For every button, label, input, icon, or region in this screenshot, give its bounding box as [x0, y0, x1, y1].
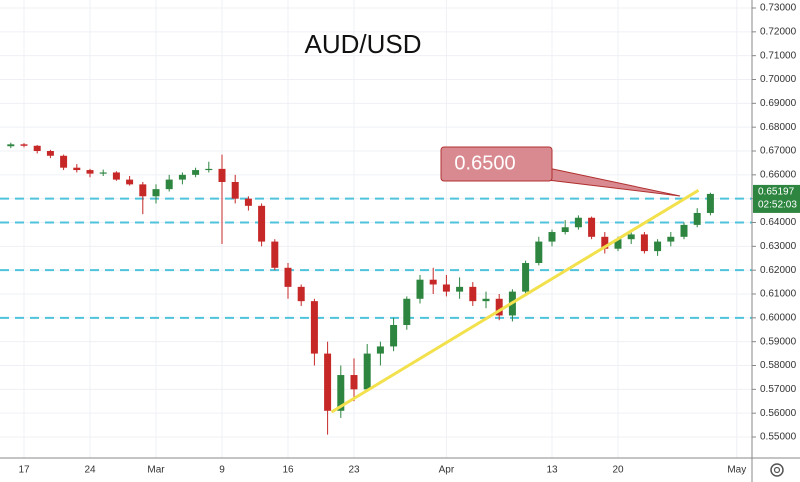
y-tick-label: 0.58000	[760, 360, 797, 371]
y-tick-label: 0.69000	[760, 98, 797, 109]
candle-body	[667, 236, 675, 242]
candle-body	[601, 236, 609, 249]
x-tick-label: 23	[348, 465, 360, 476]
y-tick-label: 0.67000	[760, 146, 797, 157]
candle-body	[99, 172, 107, 174]
x-tick-label: 13	[546, 465, 558, 476]
candle-body	[693, 212, 701, 225]
candle-body	[60, 155, 68, 168]
candle-body	[376, 346, 384, 354]
candle-body	[205, 168, 213, 171]
candle-body	[442, 284, 450, 292]
y-tick-label: 0.70000	[760, 74, 797, 85]
y-tick-label: 0.72000	[760, 26, 797, 37]
candle-body	[112, 172, 120, 180]
candle-body	[218, 168, 226, 182]
candle-body	[126, 179, 134, 185]
x-tick-label: May	[727, 465, 746, 476]
y-tick-label: 0.64000	[760, 217, 797, 228]
y-tick-label: 0.57000	[760, 384, 797, 395]
candle-body	[324, 353, 332, 411]
candle-body	[284, 267, 292, 287]
candle-body	[297, 286, 305, 302]
x-tick-label: Mar	[147, 465, 165, 476]
candle-body	[337, 375, 345, 411]
trendline	[330, 189, 700, 414]
candle-body	[706, 193, 714, 213]
candle-body	[548, 232, 556, 242]
candle-body	[390, 324, 398, 347]
candle-body	[614, 239, 622, 249]
y-tick-label: 0.71000	[760, 50, 797, 61]
annotation: 0.6500	[454, 152, 515, 174]
price-tag: 0.65197	[758, 187, 795, 198]
candle-body	[535, 241, 543, 264]
candle-body	[469, 286, 477, 302]
candle-body	[139, 184, 147, 197]
candle-body	[522, 263, 530, 292]
x-tick-label: Apr	[439, 465, 455, 476]
candle-body	[46, 151, 54, 156]
candle-body	[561, 227, 569, 233]
settings-icon[interactable]	[770, 463, 784, 477]
candle-body	[178, 174, 186, 180]
candle-body	[456, 286, 464, 292]
y-tick-label: 0.61000	[760, 289, 797, 300]
candle-body	[33, 145, 41, 152]
x-tick-label: 16	[282, 465, 294, 476]
countdown: 02:52:03	[758, 200, 797, 211]
x-tick-label: 9	[219, 465, 225, 476]
candle-body	[152, 189, 160, 197]
y-tick-label: 0.63000	[760, 241, 797, 252]
candle-body	[680, 224, 688, 237]
candle-body	[640, 234, 648, 252]
candle-body	[7, 144, 15, 147]
candle-body	[192, 170, 200, 175]
candle-body	[73, 167, 81, 171]
y-tick-label: 0.66000	[760, 169, 797, 180]
candle-body	[258, 205, 266, 242]
callout: 0.6500	[440, 146, 681, 197]
candle-body	[350, 375, 358, 390]
candle-body	[165, 179, 173, 190]
y-tick-label: 0.60000	[760, 312, 797, 323]
candle-body	[271, 241, 279, 268]
y-tick-label: 0.56000	[760, 408, 797, 419]
chart-title: AUD/USD	[304, 29, 421, 59]
candle-body	[86, 170, 94, 174]
candle-body	[495, 298, 503, 316]
x-tick-label: 20	[612, 465, 624, 476]
candle-body	[403, 298, 411, 325]
candle-body	[429, 279, 437, 285]
price-tag-box	[753, 184, 800, 213]
candle-body	[244, 198, 252, 206]
y-tick-label: 0.68000	[760, 122, 797, 133]
candle-body	[363, 353, 371, 390]
candle-body	[310, 301, 318, 354]
y-tick-label: 0.59000	[760, 336, 797, 347]
candle-body	[574, 217, 582, 228]
candle-body	[627, 234, 635, 240]
y-tick-label: 0.55000	[760, 432, 797, 443]
candle-body	[588, 217, 596, 237]
x-tick-label: 17	[18, 465, 30, 476]
candle-body	[654, 241, 662, 252]
y-tick-label: 0.73000	[760, 3, 797, 14]
candle-body	[416, 279, 424, 299]
candle-body	[231, 181, 239, 199]
candle-body	[482, 298, 490, 302]
y-tick-label: 0.62000	[760, 265, 797, 276]
x-tick-label: 24	[84, 465, 96, 476]
candle-body	[20, 144, 28, 146]
